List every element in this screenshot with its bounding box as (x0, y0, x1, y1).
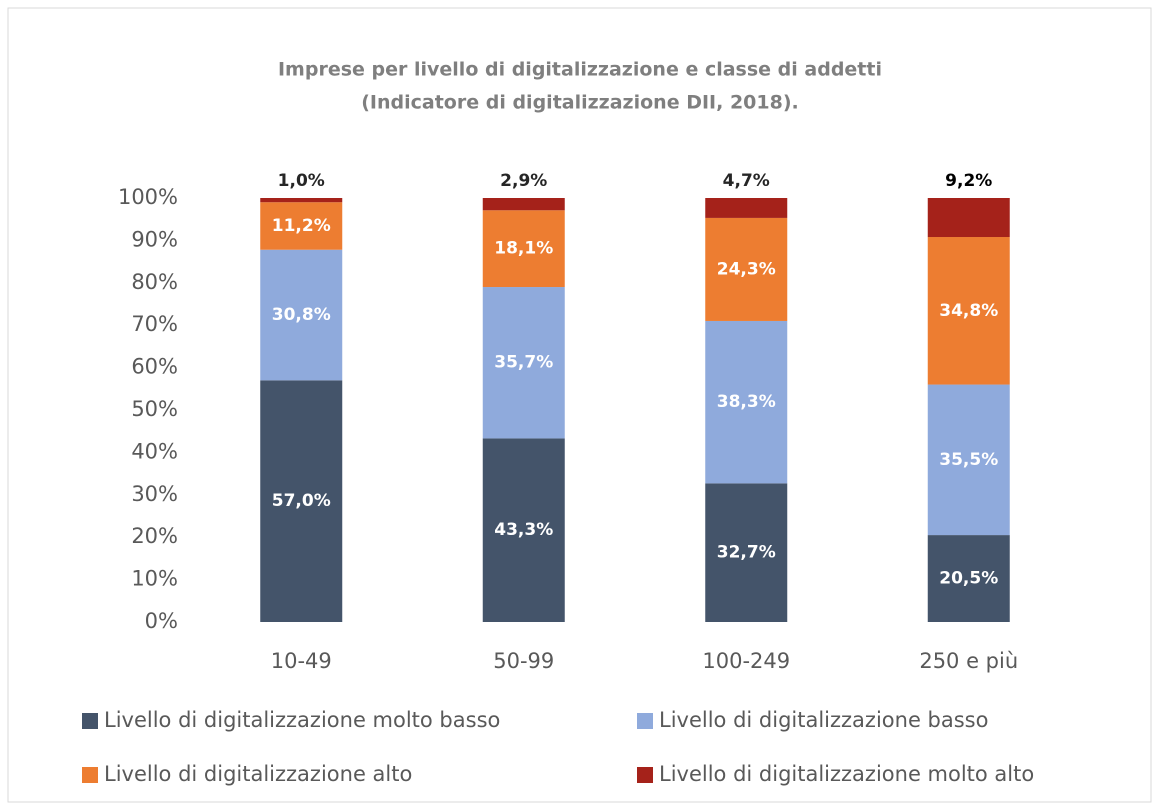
data-label: 32,7% (717, 543, 776, 563)
chart-title: Imprese per livello di digitalizzazione … (278, 59, 882, 81)
data-label: 30,8% (272, 305, 331, 325)
legend-swatch (82, 767, 98, 783)
legend-label: Livello di digitalizzazione basso (659, 708, 988, 732)
y-tick-label: 30% (131, 482, 178, 506)
bar-segment (927, 198, 1010, 238)
legend-label: Livello di digitalizzazione molto alto (659, 762, 1034, 786)
y-tick-label: 90% (131, 227, 178, 251)
legend-label: Livello di digitalizzazione molto basso (104, 708, 500, 732)
data-label: 57,0% (272, 491, 331, 511)
bar-segment (260, 198, 343, 203)
y-tick-label: 0% (145, 609, 178, 633)
data-label: 1,0% (278, 171, 325, 191)
bar-segment (260, 380, 343, 622)
data-label: 34,8% (939, 301, 998, 321)
y-tick-label: 70% (131, 312, 178, 336)
legend-swatch (637, 767, 653, 783)
data-label: 2,9% (500, 171, 547, 191)
bar-segment (705, 217, 788, 321)
bar-segment (927, 237, 1010, 385)
x-tick-label: 250 e più (919, 649, 1018, 673)
y-tick-label: 60% (131, 355, 178, 379)
bar-segment (482, 210, 565, 288)
data-label: 20,5% (939, 569, 998, 589)
bar-segment (927, 384, 1010, 536)
x-tick-label: 10-49 (271, 649, 332, 673)
data-label: 18,1% (494, 239, 553, 259)
data-label: 24,3% (717, 259, 776, 279)
data-label: 43,3% (494, 520, 553, 540)
data-label: 35,5% (939, 450, 998, 470)
y-tick-label: 100% (118, 185, 178, 209)
legend-swatch (637, 713, 653, 729)
bar-segment (260, 249, 343, 381)
bar-segment (482, 287, 565, 439)
data-label: 9,2% (945, 171, 992, 191)
x-tick-label: 50-99 (493, 649, 554, 673)
data-label: 4,7% (723, 171, 770, 191)
bar-segment (705, 483, 788, 622)
y-tick-label: 10% (131, 567, 178, 591)
bar-segment (260, 202, 343, 250)
bar-segment (482, 198, 565, 211)
x-tick-label: 100-249 (702, 649, 790, 673)
bar-segment (705, 198, 788, 218)
bar-segment (705, 320, 788, 484)
data-label: 38,3% (717, 392, 776, 412)
bar-segment (927, 535, 1010, 622)
chart-subtitle: (Indicatore di digitalizzazione DII, 201… (361, 92, 798, 114)
legend-label: Livello di digitalizzazione alto (104, 762, 412, 786)
y-tick-label: 20% (131, 524, 178, 548)
y-tick-label: 80% (131, 270, 178, 294)
data-label: 35,7% (494, 353, 553, 373)
y-tick-label: 40% (131, 439, 178, 463)
y-tick-label: 50% (131, 397, 178, 421)
legend-swatch (82, 713, 98, 729)
bar-segment (482, 438, 565, 622)
data-label: 11,2% (272, 216, 331, 236)
